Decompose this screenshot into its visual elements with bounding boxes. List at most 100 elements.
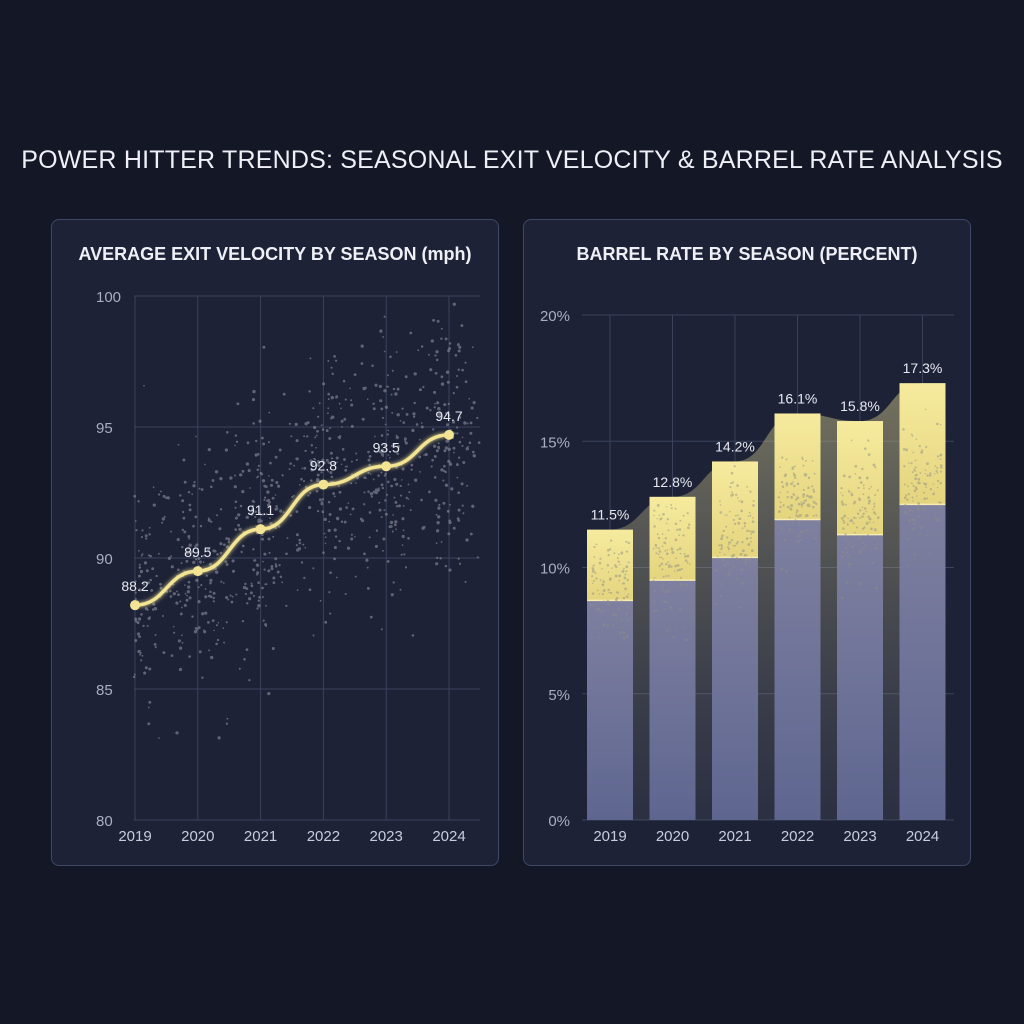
speckle-point [727,546,730,549]
scatter-point [435,556,439,560]
scatter-point [392,514,394,516]
scatter-point [444,470,447,474]
scatter-point [207,594,211,598]
scatter-point [410,468,413,471]
speckle-point [617,560,620,563]
scatter-point [197,557,201,560]
scatter-point [265,604,267,607]
scatter-point [380,434,384,437]
speckle-point [728,569,731,572]
scatter-point [344,465,347,468]
barrel-rate-bar-lower [712,557,758,820]
speckle-point [859,517,862,519]
scatter-point [162,494,166,498]
scatter-point [172,583,175,586]
speckle-point [606,624,610,627]
barrel-rate-data-label: 14.2% [715,438,755,454]
speckle-point [751,549,754,552]
scatter-point [274,563,277,566]
scatter-point [374,544,378,548]
scatter-point [449,503,451,506]
speckle-point [798,524,801,527]
speckle-point [653,514,655,517]
speckle-point [873,511,876,514]
barrel-rate-bar-speckle [777,456,818,573]
speckle-point [626,595,629,598]
scatter-point [147,616,151,620]
scatter-point [149,554,152,558]
scatter-point [198,650,202,654]
speckle-point [592,570,595,573]
speckle-point [862,493,865,496]
scatter-point [387,454,390,456]
scatter-point [364,386,367,390]
speckle-point [779,501,782,504]
speckle-point [658,514,661,517]
scatter-point [333,545,337,550]
speckle-point [807,476,811,480]
scatter-point [241,489,245,494]
scatter-point [342,379,346,383]
scatter-point [173,631,176,634]
speckle-point [939,458,942,460]
speckle-point [800,538,803,541]
scatter-point [175,601,179,605]
scatter-point [381,416,385,419]
scatter-point [444,564,448,568]
scatter-point [434,354,437,357]
speckle-point [741,527,744,530]
scatter-point [389,355,392,359]
speckle-point [841,555,844,559]
speckle-point [878,536,880,538]
scatter-point [413,372,417,376]
speckle-point [912,518,915,521]
scatter-point [411,428,415,433]
scatter-point [234,444,236,447]
scatter-point [179,646,183,650]
speckle-point [715,602,718,605]
speckle-point [791,531,794,533]
y-tick-label: 10% [540,561,570,578]
scatter-point [453,451,455,454]
scatter-point [355,458,358,461]
scatter-point [148,526,151,529]
speckle-point [912,484,915,487]
speckle-point [798,521,801,524]
scatter-point [152,503,156,507]
speckle-point [917,478,921,481]
speckle-point [843,521,846,524]
barrel-rate-data-label: 11.5% [591,507,630,523]
speckle-point [802,488,805,491]
speckle-point [846,581,849,585]
exit-velocity-data-label: 88.2 [121,578,148,594]
scatter-point [278,448,282,452]
scatter-point [192,484,196,488]
speckle-point [911,510,913,513]
scatter-point [241,469,245,473]
speckle-point [719,551,721,554]
scatter-point [440,468,444,472]
speckle-point [795,511,798,514]
speckle-point [809,495,813,499]
speckle-point [875,586,878,590]
scatter-point [191,615,194,618]
scatter-point [368,454,372,458]
scatter-point [450,487,454,491]
scatter-point [343,417,347,421]
scatter-point [295,510,299,513]
speckle-point [684,559,688,562]
scatter-point [378,508,382,512]
scatter-point [269,521,273,526]
speckle-point [657,547,660,550]
scatter-point [433,455,437,458]
speckle-point [802,495,805,498]
scatter-point [270,478,274,482]
scatter-point [344,468,348,472]
scatter-point [265,513,268,516]
speckle-point [812,527,815,529]
scatter-point [310,468,314,472]
speckle-point [936,467,939,469]
scatter-point [317,415,320,418]
scatter-point [442,501,446,505]
scatter-point [324,542,327,545]
